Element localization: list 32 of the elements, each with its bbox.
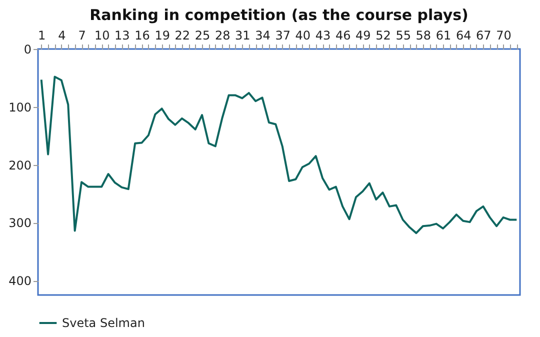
y-tick-label: 400 — [8, 274, 32, 288]
x-tick-label: 37 — [275, 28, 290, 42]
y-tick-label: 200 — [8, 158, 32, 172]
x-tick-label: 46 — [335, 28, 351, 42]
x-tick-label: 64 — [456, 28, 472, 42]
y-tick-label: 300 — [8, 216, 32, 230]
x-tick-label: 10 — [94, 28, 110, 42]
x-tick-label: 49 — [356, 28, 371, 42]
legend-label: Sveta Selman — [62, 316, 145, 330]
y-tick-label: 0 — [24, 42, 32, 56]
x-tick-label: 16 — [134, 28, 150, 42]
x-tick-label: 4 — [58, 28, 66, 42]
x-tick-label: 13 — [114, 28, 130, 42]
x-tick-label: 58 — [416, 28, 432, 42]
x-tick-label: 40 — [295, 28, 311, 42]
x-tick-label: 28 — [214, 28, 230, 42]
line-series — [40, 76, 518, 234]
x-tick-label: 34 — [255, 28, 270, 42]
x-tick-label: 31 — [235, 28, 250, 42]
x-tick-label: 7 — [78, 28, 86, 42]
chart-title: Ranking in competition (as the course plays) — [90, 6, 468, 24]
x-tick-label: 67 — [476, 28, 492, 42]
x-tick-label: 22 — [174, 28, 190, 42]
x-tick-label: 61 — [436, 28, 452, 42]
x-tick-label: 55 — [396, 28, 411, 42]
y-tick-label: 100 — [8, 100, 32, 114]
x-tick-label: 43 — [315, 28, 331, 42]
x-tick-label: 25 — [194, 28, 210, 42]
x-tick-label: 70 — [496, 28, 512, 42]
x-tick-label: 1 — [38, 28, 46, 42]
x-tick-label: 19 — [154, 28, 170, 42]
x-tick-label: 52 — [376, 28, 391, 42]
